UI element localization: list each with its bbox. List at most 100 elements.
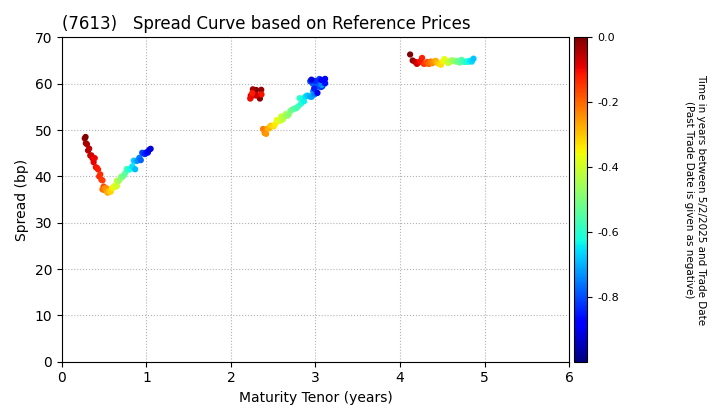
Point [457,58,469,65]
Point [425,58,436,65]
Point [300,93,311,100]
Point [80,140,91,147]
Point [245,95,256,102]
Point [112,178,124,185]
Text: (7613)   Spread Curve based on Reference Prices: (7613) Spread Curve based on Reference P… [62,15,471,33]
Point [411,60,423,67]
Point [315,80,326,87]
Point [468,55,480,62]
Y-axis label: Spread (bp): Spread (bp) [15,158,29,241]
Point [117,173,128,180]
Point [98,186,109,193]
Point [283,111,294,118]
Point [266,123,278,129]
Point [88,159,99,165]
Point [115,173,127,180]
Point [463,58,474,65]
Point [421,58,433,65]
Point [251,87,262,93]
Point [102,189,113,196]
Point [442,60,454,66]
Point [136,150,148,156]
Point [134,155,145,161]
Point [246,90,258,97]
Point [251,92,262,99]
Point [140,149,152,156]
Point [125,165,137,172]
Point [312,89,323,96]
Point [114,176,125,183]
Point [127,163,138,170]
Point [118,172,130,178]
Point [98,183,109,190]
Point [122,166,134,173]
Point [257,126,269,132]
Point [301,92,312,99]
Point [308,85,320,92]
Point [96,186,108,193]
Point [111,178,122,184]
Point [245,92,256,99]
Point [315,76,327,83]
Point [452,58,464,64]
Point [466,58,477,65]
Point [410,58,421,65]
Point [292,103,304,110]
Point [430,58,441,64]
Point [437,58,449,65]
Point [250,92,261,99]
Point [423,60,435,67]
Point [258,130,270,136]
Point [314,76,325,82]
Point [298,98,310,105]
Point [100,185,112,192]
Point [128,157,140,164]
Point [269,121,281,127]
Point [456,56,467,63]
Point [86,155,98,162]
Point [320,76,331,82]
Point [310,90,322,97]
Point [91,165,103,171]
Point [305,93,316,100]
Point [94,173,105,180]
Point [306,94,318,100]
Point [274,118,286,124]
X-axis label: Maturity Tenor (years): Maturity Tenor (years) [238,391,392,405]
Point [131,158,143,165]
Point [256,87,267,93]
Point [101,188,112,194]
Point [245,94,256,101]
Point [135,157,147,163]
Point [284,108,296,114]
Point [264,125,275,132]
Point [413,59,424,66]
Point [280,111,292,118]
Point [272,117,284,123]
Point [444,59,455,66]
Point [84,145,95,152]
Point [305,77,316,84]
Point [307,88,319,94]
Point [305,78,316,85]
Point [100,185,112,192]
Point [415,58,426,64]
Point [279,113,290,120]
Point [420,60,431,67]
Point [282,113,293,119]
Point [289,105,301,112]
Point [416,55,428,61]
Point [104,188,115,194]
Point [96,176,107,183]
Point [288,106,300,113]
Point [459,59,471,66]
Point [306,76,318,83]
Point [312,84,323,90]
Point [438,56,450,63]
Point [276,113,287,120]
Point [433,60,445,67]
Point [310,79,322,86]
Point [294,95,305,102]
Point [286,107,297,113]
Point [446,57,457,64]
